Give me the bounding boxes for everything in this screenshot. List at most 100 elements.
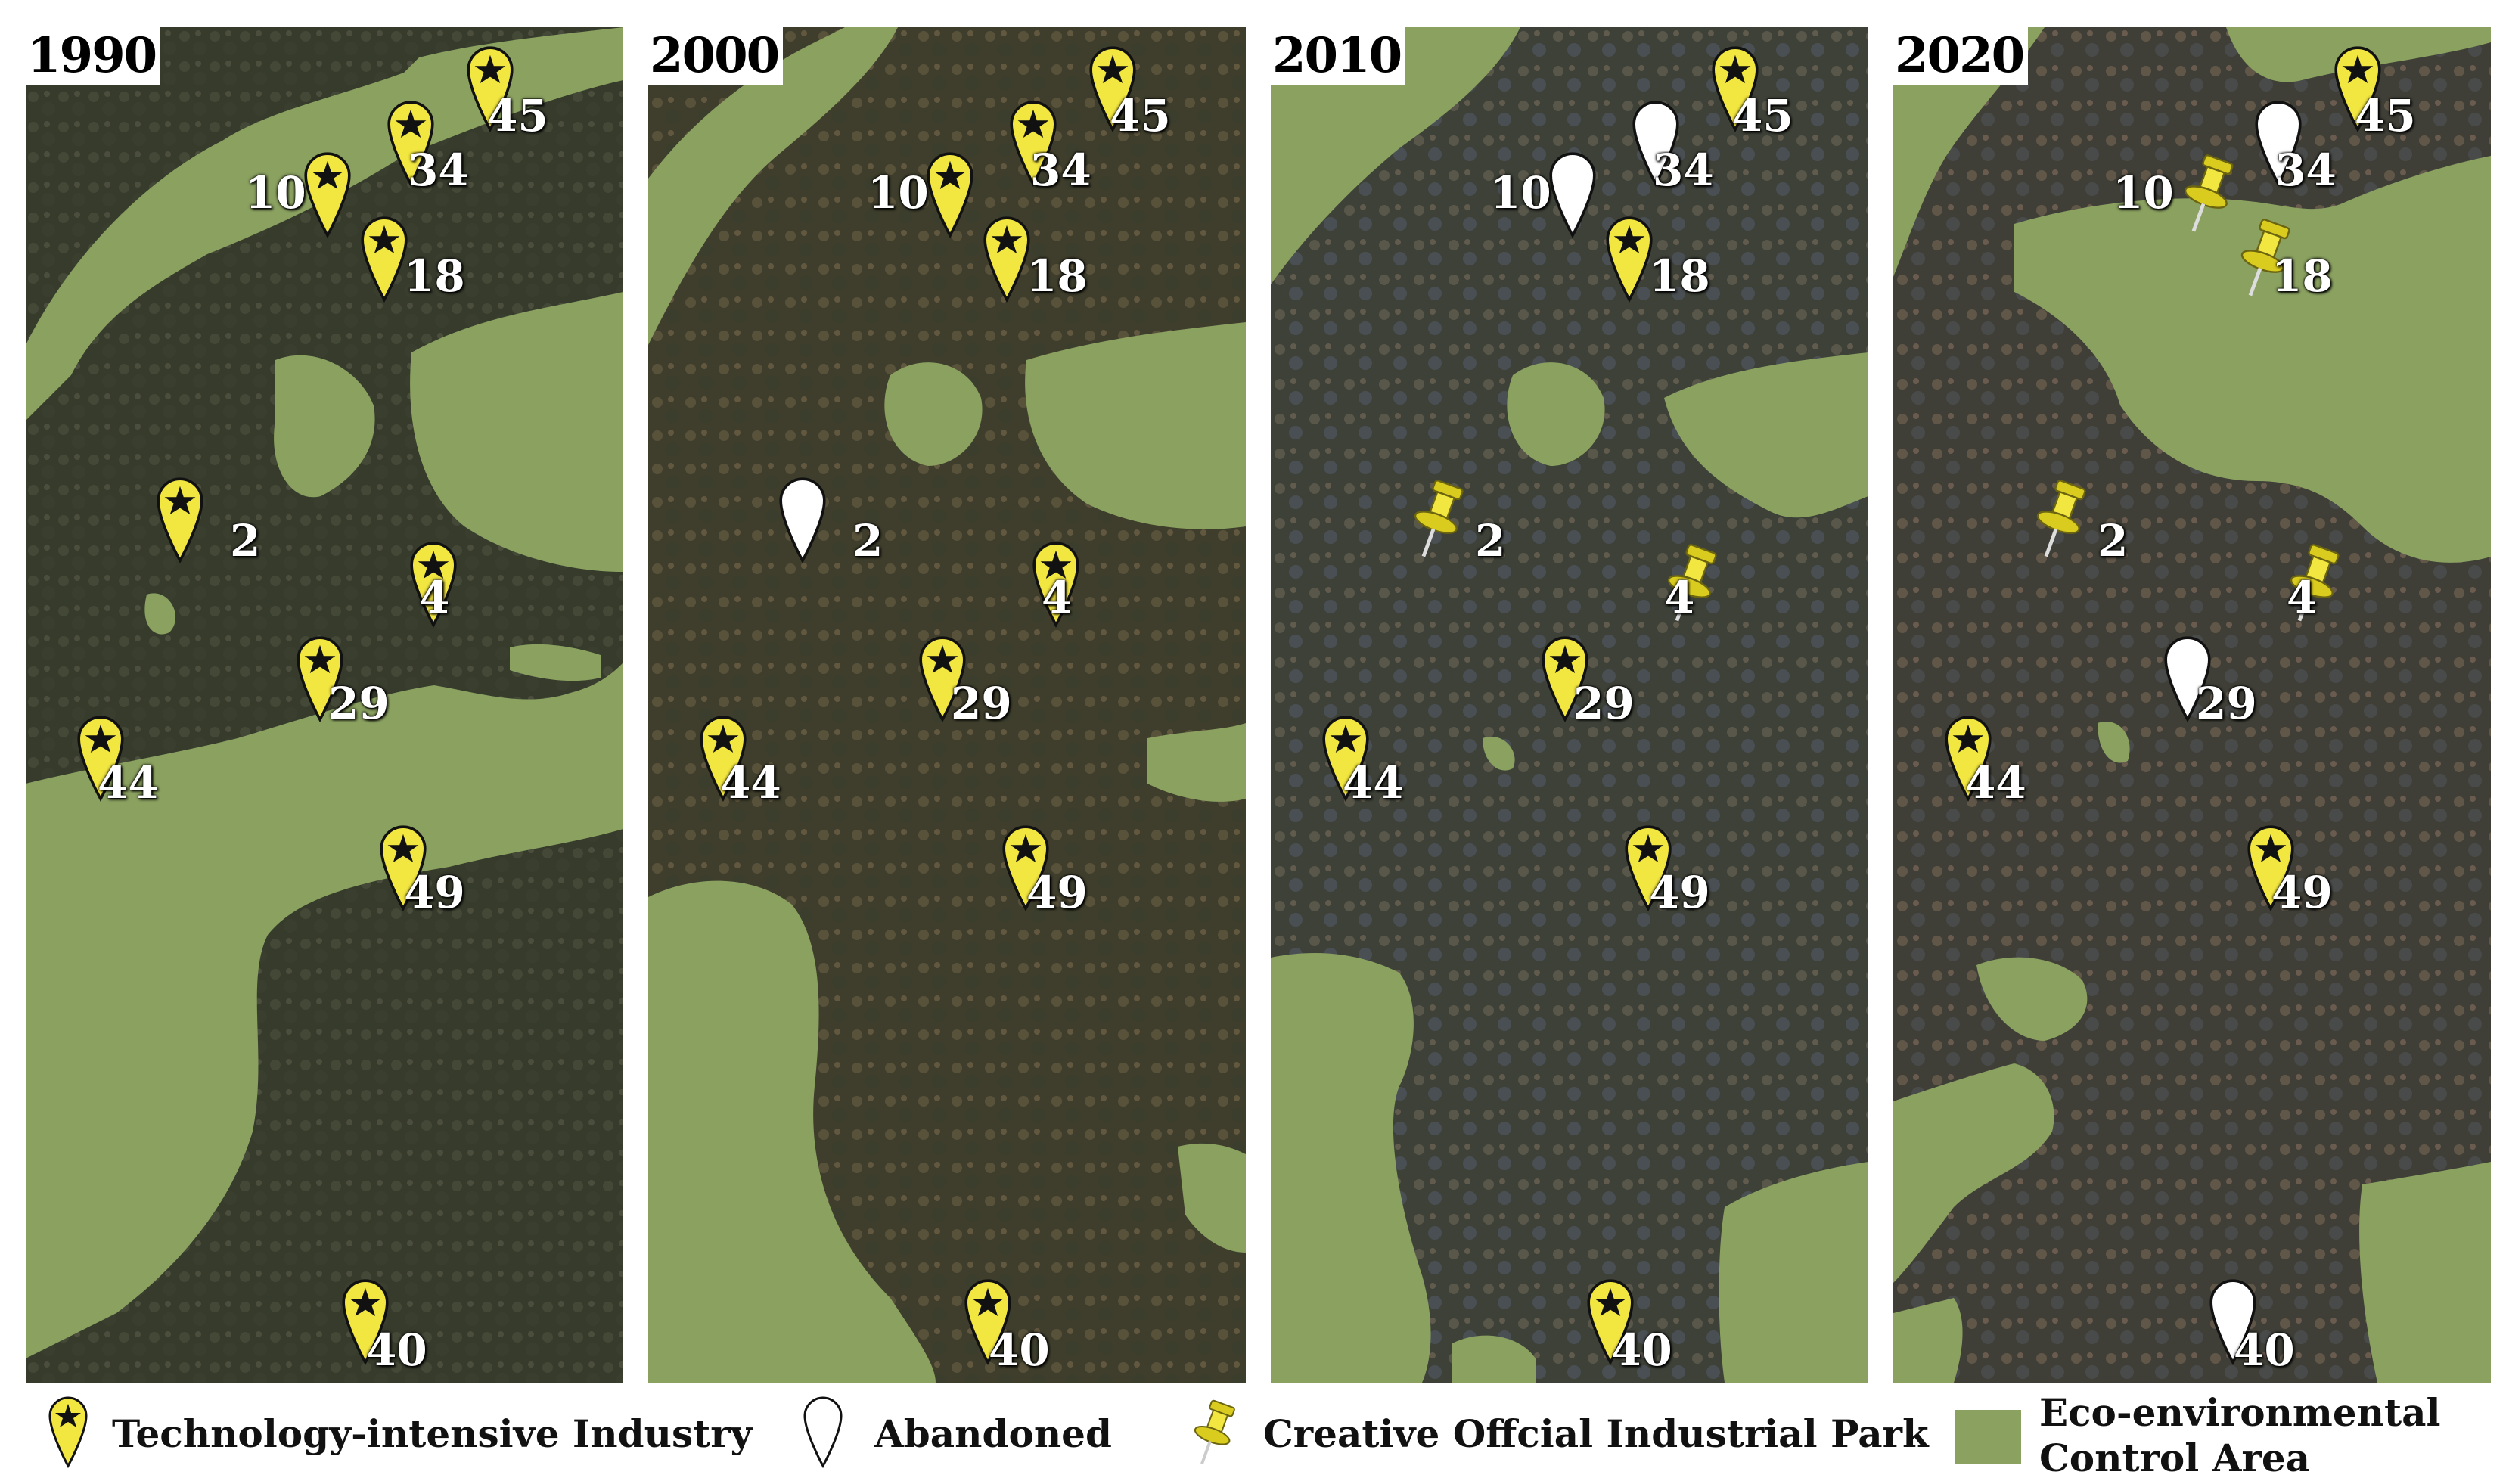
site-label-29: 29 [2196, 678, 2257, 729]
satellite-map-2020 [1893, 27, 2491, 1383]
legend-creative: Creative Offcial Industrial Park [1180, 1390, 1929, 1484]
site-label-2: 2 [852, 515, 883, 567]
legend: Technology-intensive Industry Abandoned … [0, 1390, 2509, 1484]
map-pin-white-icon [777, 473, 828, 564]
year-label: 2000 [648, 27, 784, 85]
site-label-2: 2 [1475, 515, 1506, 567]
site-label-18: 18 [1026, 250, 1088, 302]
site-label-29: 29 [951, 678, 1012, 729]
eco-area-2010 [1271, 27, 1868, 1383]
map-pin-star-icon [1087, 42, 1138, 133]
legend-eco: Eco-environmental Control Area [1949, 1390, 2478, 1484]
map-panel-2020: 2020 45 34 10 18 2 4 29 44 49 40 [1893, 27, 2491, 1383]
site-label-34: 34 [1030, 144, 1091, 196]
site-label-10: 10 [868, 167, 929, 219]
site-label-10: 10 [1490, 167, 1551, 219]
map-panel-2000: 2000 45 34 10 18 2 4 29 44 49 40 [648, 27, 1246, 1383]
map-pin-star-icon [294, 632, 346, 723]
site-label-2: 2 [230, 515, 261, 567]
site-label-10: 10 [245, 167, 306, 219]
map-pin-white-icon [802, 1393, 844, 1469]
legend-creative-label: Creative Offcial Industrial Park [1263, 1411, 1929, 1456]
map-pin-star-icon [464, 42, 516, 133]
eco-area-2000 [648, 27, 1246, 1383]
map-pin-star-icon [377, 821, 429, 912]
site-label-4: 4 [1042, 572, 1073, 623]
map-pin-white-icon [1547, 148, 1598, 239]
site-label-34: 34 [2275, 144, 2337, 196]
pushpin-icon [2022, 473, 2098, 564]
map-pin-star-icon [1539, 632, 1591, 723]
site-label-49: 49 [1026, 867, 1088, 918]
satellite-map-2000 [648, 27, 1246, 1383]
site-label-49: 49 [2271, 867, 2333, 918]
map-pin-star-icon [47, 1393, 89, 1469]
pushpin-icon [2169, 148, 2245, 239]
map-pin-star-icon [385, 97, 436, 188]
eco-area-2020 [1893, 27, 2491, 1383]
site-label-18: 18 [2271, 250, 2333, 302]
site-label-10: 10 [2113, 167, 2174, 219]
eco-area-1990 [26, 27, 623, 1358]
eco-area-swatch [1955, 1410, 2021, 1464]
map-pin-star-icon [154, 473, 206, 564]
site-label-40: 40 [2234, 1324, 2295, 1376]
map-pin-star-icon [359, 213, 410, 303]
site-label-18: 18 [1649, 250, 1710, 302]
legend-tech: Technology-intensive Industry [39, 1390, 753, 1484]
map-pin-star-icon [302, 148, 353, 239]
year-label: 2020 [1893, 27, 2029, 85]
map-pin-star-icon [1622, 821, 1674, 912]
map-pin-star-icon [75, 712, 126, 803]
map-pin-star-icon [408, 538, 459, 629]
map-pin-white-icon [2207, 1275, 2259, 1366]
map-pin-white-icon [2253, 97, 2304, 188]
map-pin-star-icon [1585, 1275, 1636, 1366]
site-label-44: 44 [720, 757, 781, 809]
site-label-4: 4 [1664, 572, 1695, 623]
site-label-45: 45 [1110, 90, 1171, 141]
map-pin-star-icon [1008, 97, 1059, 188]
map-pin-star-icon [1320, 712, 1371, 803]
map-pin-star-icon [1604, 213, 1655, 303]
site-label-29: 29 [1573, 678, 1635, 729]
site-label-4: 4 [2287, 572, 2318, 623]
site-label-34: 34 [1653, 144, 1714, 196]
site-label-2: 2 [2098, 515, 2129, 567]
map-pin-star-icon [2332, 42, 2383, 133]
map-pin-star-icon [340, 1275, 391, 1366]
pushpin-icon [1653, 538, 1728, 629]
site-label-49: 49 [404, 867, 465, 918]
site-label-29: 29 [328, 678, 390, 729]
site-label-45: 45 [487, 90, 548, 141]
map-pin-white-icon [2162, 632, 2213, 723]
map-pin-star-icon [924, 148, 976, 239]
site-label-45: 45 [1732, 90, 1793, 141]
site-label-40: 40 [366, 1324, 427, 1376]
site-label-40: 40 [989, 1324, 1050, 1376]
year-label: 2010 [1271, 27, 1406, 85]
map-panel-1990: 1990 45 34 10 18 2 4 29 44 49 40 [26, 27, 623, 1383]
pushpin-icon [2275, 538, 2351, 629]
legend-abandoned: Abandoned [794, 1390, 1172, 1484]
site-label-18: 18 [404, 250, 465, 302]
site-label-44: 44 [1965, 757, 2026, 809]
site-label-49: 49 [1649, 867, 1710, 918]
map-pin-star-icon [1709, 42, 1761, 133]
map-panel-2010: 2010 45 34 10 18 2 4 29 44 49 40 [1271, 27, 1868, 1383]
pushpin-icon [1399, 473, 1475, 564]
legend-tech-label: Technology-intensive Industry [112, 1411, 753, 1456]
map-pin-star-icon [917, 632, 968, 723]
map-pin-star-icon [1942, 712, 1994, 803]
legend-abandoned-label: Abandoned [874, 1411, 1112, 1456]
site-label-34: 34 [408, 144, 469, 196]
map-pin-star-icon [1000, 821, 1051, 912]
legend-eco-label-1: Eco-environmental [2039, 1390, 2441, 1435]
legend-eco-label-2: Control Area [2039, 1436, 2311, 1480]
map-pin-star-icon [1030, 538, 1082, 629]
map-pin-star-icon [697, 712, 749, 803]
pushpin-icon [2226, 213, 2302, 303]
map-pin-star-icon [962, 1275, 1014, 1366]
site-label-40: 40 [1611, 1324, 1672, 1376]
site-label-44: 44 [98, 757, 159, 809]
